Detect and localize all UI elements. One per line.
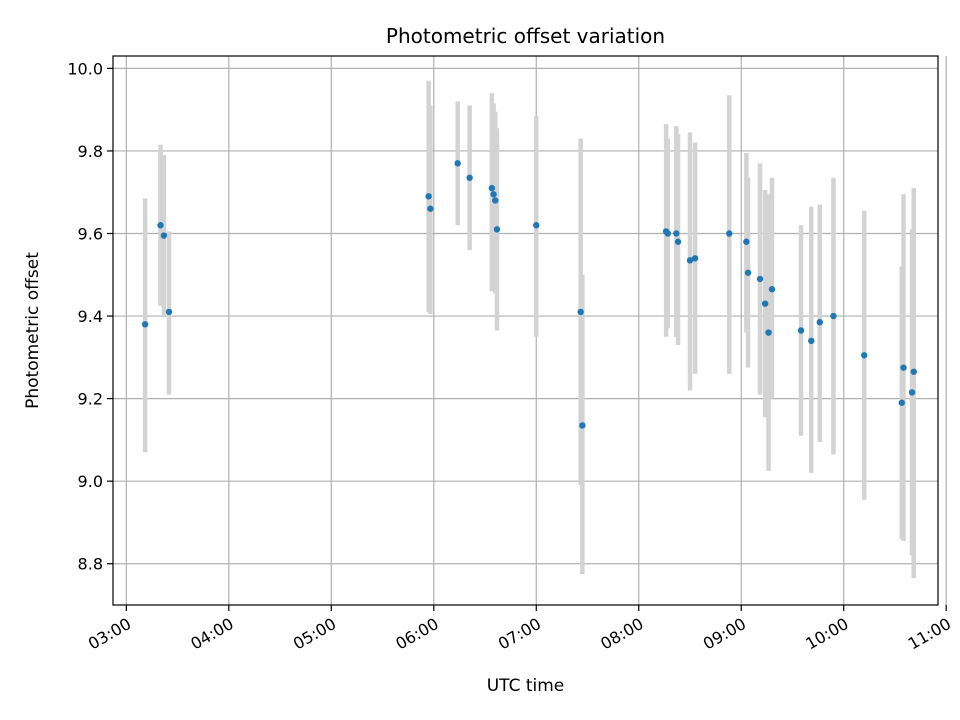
data-point — [674, 238, 682, 245]
plot-frame — [112, 55, 939, 606]
x-tick-label: 04:00 — [187, 614, 236, 654]
chart-title: Photometric offset variation — [386, 24, 665, 48]
x-tick-label: 08:00 — [597, 614, 646, 654]
data-point — [686, 257, 694, 264]
y-tick-label: 9.8 — [78, 142, 103, 161]
y-tick-label: 9.6 — [78, 224, 103, 243]
data-point — [165, 308, 173, 316]
data-point — [141, 321, 149, 328]
point-layer — [141, 160, 917, 429]
data-point — [160, 232, 168, 239]
data-point — [577, 308, 584, 316]
data-point — [488, 184, 496, 192]
data-point — [533, 222, 540, 229]
data-point — [673, 230, 680, 237]
y-tick-label: 9.2 — [78, 390, 103, 409]
data-point — [898, 399, 905, 406]
data-point — [157, 222, 164, 229]
data-point — [691, 255, 699, 262]
y-tick-label: 8.8 — [78, 555, 103, 574]
data-point — [900, 364, 907, 371]
x-tick-label: 09:00 — [700, 614, 749, 654]
x-tick-label: 10:00 — [802, 614, 851, 654]
data-point — [765, 329, 772, 336]
x-tick-label: 11:00 — [905, 614, 954, 654]
data-point — [493, 226, 501, 233]
data-point — [756, 275, 764, 283]
data-point — [454, 160, 461, 167]
y-tick-label: 9.4 — [78, 307, 103, 326]
data-point — [726, 230, 733, 237]
x-tick-label: 07:00 — [495, 614, 544, 654]
data-point — [466, 174, 473, 181]
x-tick-label: 06:00 — [392, 614, 441, 654]
y-axis-label: Photometric offset — [23, 252, 43, 409]
data-point — [768, 286, 776, 293]
y-tick-label: 9.0 — [78, 472, 103, 491]
data-point — [579, 422, 586, 429]
data-point — [761, 300, 769, 307]
y-tick-label: 10.0 — [67, 59, 103, 78]
data-point — [797, 327, 805, 334]
data-point — [664, 230, 671, 237]
data-point — [830, 312, 837, 320]
data-point — [908, 389, 916, 396]
data-point — [492, 197, 499, 204]
data-point — [861, 352, 868, 359]
x-axis-label: UTC time — [487, 676, 565, 696]
data-point — [490, 191, 497, 198]
data-point — [425, 193, 432, 200]
x-tick-label: 03:00 — [85, 614, 134, 654]
data-point — [427, 205, 434, 212]
x-tick-label: 05:00 — [290, 614, 339, 654]
data-point — [744, 269, 752, 276]
data-point — [743, 238, 750, 245]
data-point — [808, 337, 815, 345]
data-point — [816, 319, 824, 326]
data-point — [910, 368, 917, 375]
